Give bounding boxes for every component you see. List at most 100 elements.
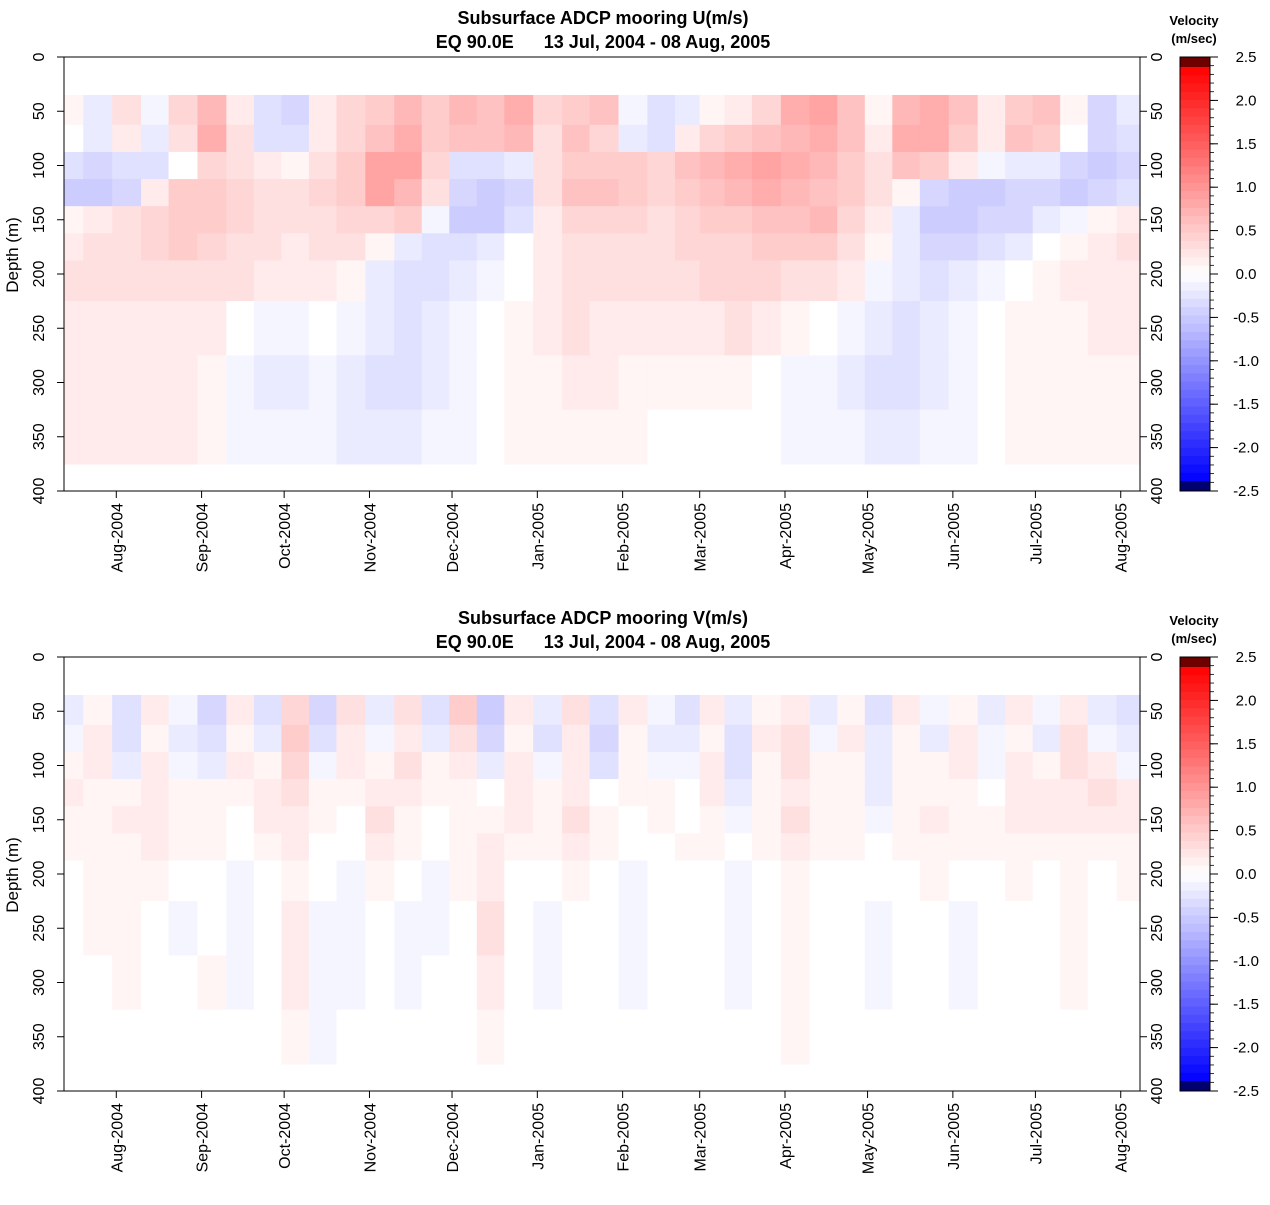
v-heatmap-cell bbox=[1087, 751, 1118, 780]
u-colorbar-swatch bbox=[1180, 182, 1210, 192]
v-heatmap-cell bbox=[780, 955, 811, 1011]
u-y-tick-label-left: 250 bbox=[31, 315, 48, 342]
u-heatmap-cell bbox=[919, 355, 950, 411]
v-heatmap-cell bbox=[618, 860, 649, 902]
u-x-tick-label: Jan-2005 bbox=[530, 503, 547, 570]
v-colorbar-tick-label: 0.5 bbox=[1236, 823, 1257, 840]
u-x-tick-label: Feb-2005 bbox=[616, 503, 633, 572]
u-heatmap-cell bbox=[365, 94, 395, 126]
v-heatmap-cell bbox=[64, 860, 84, 902]
v-colorbar-min-cell bbox=[1180, 1081, 1210, 1091]
u-y-tick-label-left: 400 bbox=[31, 478, 48, 505]
v-heatmap-cell bbox=[504, 806, 534, 834]
v-heatmap-cell bbox=[533, 860, 563, 902]
v-colorbar-tick-label: 0.0 bbox=[1236, 866, 1257, 883]
u-heatmap-cell bbox=[892, 409, 921, 465]
u-colorbar-swatch bbox=[1180, 199, 1210, 209]
v-heatmap-cell bbox=[977, 694, 1006, 726]
u-heatmap-cell bbox=[1005, 355, 1034, 411]
v-heatmap-cell bbox=[281, 833, 310, 862]
u-heatmap-cell bbox=[977, 206, 1006, 234]
v-heatmap-cell bbox=[421, 779, 450, 807]
u-heatmap-cell bbox=[449, 260, 478, 302]
v-heatmap-cell bbox=[809, 955, 838, 1011]
u-colorbar-swatch bbox=[1180, 207, 1210, 217]
u-heatmap-cell bbox=[226, 151, 255, 180]
u-heatmap-cell bbox=[64, 409, 84, 465]
u-heatmap-cell bbox=[365, 206, 395, 234]
u-colorbar-swatch bbox=[1180, 373, 1210, 383]
u-heatmap-cell bbox=[837, 409, 866, 465]
v-x-tick-label: Dec-2004 bbox=[445, 1103, 462, 1172]
v-heatmap-cell bbox=[168, 779, 199, 807]
v-heatmap-cell bbox=[1116, 751, 1141, 780]
u-heatmap-cell bbox=[504, 233, 534, 262]
u-heatmap-cell bbox=[197, 151, 227, 180]
v-heatmap-cell bbox=[699, 751, 726, 780]
u-heatmap-cell bbox=[919, 124, 950, 153]
u-heatmap-cell bbox=[365, 409, 395, 465]
v-heatmap-cell bbox=[533, 751, 563, 780]
u-heatmap-cell bbox=[308, 260, 338, 302]
u-colorbar-swatch bbox=[1180, 398, 1210, 408]
u-heatmap-cell bbox=[1116, 206, 1141, 234]
v-heatmap-cell bbox=[1060, 860, 1089, 902]
v-colorbar-swatch bbox=[1180, 857, 1210, 867]
v-colorbar-tick-label: -2.0 bbox=[1233, 1040, 1259, 1057]
u-heatmap-cell bbox=[281, 206, 310, 234]
v-colorbar-swatch bbox=[1180, 832, 1210, 842]
u-heatmap-cell bbox=[141, 151, 170, 180]
v-colorbar-swatch bbox=[1180, 948, 1210, 958]
v-x-tick-label: Mar-2005 bbox=[693, 1103, 710, 1172]
u-heatmap-cell bbox=[977, 179, 1006, 207]
u-heatmap-cell bbox=[674, 94, 701, 126]
u-heatmap-cell bbox=[837, 301, 866, 356]
u-heatmap-cell bbox=[837, 206, 866, 234]
u-heatmap-cell bbox=[141, 179, 170, 207]
v-heatmap-cell bbox=[1060, 806, 1089, 834]
v-heatmap-cell bbox=[618, 724, 649, 753]
u-heatmap-cell bbox=[589, 151, 620, 180]
v-heatmap-cell bbox=[197, 955, 227, 1011]
u-heatmap-cell bbox=[1032, 179, 1061, 207]
u-heatmap-cell bbox=[751, 409, 782, 465]
u-heatmap-cell bbox=[197, 206, 227, 234]
v-heatmap-cell bbox=[1032, 833, 1061, 862]
v-heatmap-cell bbox=[1005, 901, 1034, 956]
u-heatmap-cell bbox=[1005, 301, 1034, 356]
v-heatmap-cell bbox=[809, 724, 838, 753]
u-heatmap-cell bbox=[1060, 124, 1089, 153]
u-heatmap-cell bbox=[504, 151, 534, 180]
v-colorbar-tick-label: 2.0 bbox=[1236, 692, 1257, 709]
v-heatmap-cell bbox=[809, 806, 838, 834]
v-heatmap-cell bbox=[1116, 694, 1141, 726]
u-heatmap-cell bbox=[336, 409, 366, 465]
u-heatmap-cell bbox=[281, 179, 310, 207]
v-heatmap-cell bbox=[141, 901, 170, 956]
v-heatmap-cell bbox=[647, 860, 676, 902]
v-heatmap-cell bbox=[892, 751, 921, 780]
v-heatmap-cell bbox=[197, 724, 227, 753]
v-heatmap-cell bbox=[504, 751, 534, 780]
v-heatmap-cell bbox=[919, 779, 950, 807]
u-heatmap-cell bbox=[476, 233, 505, 262]
v-heatmap-cell bbox=[647, 779, 676, 807]
u-heatmap-cell bbox=[977, 233, 1006, 262]
u-heatmap-cell bbox=[112, 355, 142, 411]
u-colorbar-swatch bbox=[1180, 447, 1210, 457]
u-heatmap-cell bbox=[476, 355, 505, 411]
u-heatmap-cell bbox=[168, 151, 199, 180]
u-heatmap-cell bbox=[449, 179, 478, 207]
v-heatmap-cell bbox=[281, 751, 310, 780]
u-heatmap-cell bbox=[504, 94, 534, 126]
v-heatmap-cell bbox=[724, 724, 753, 753]
v-heatmap-cell bbox=[562, 833, 591, 862]
v-heatmap-cell bbox=[919, 806, 950, 834]
u-heatmap-cell bbox=[365, 260, 395, 302]
v-heatmap-cell bbox=[837, 901, 866, 956]
v-heatmap-cell bbox=[977, 860, 1006, 902]
u-heatmap-cell bbox=[724, 179, 753, 207]
u-heatmap-cell bbox=[1087, 124, 1118, 153]
v-heatmap-cell bbox=[699, 860, 726, 902]
v-heatmap-cell bbox=[892, 779, 921, 807]
